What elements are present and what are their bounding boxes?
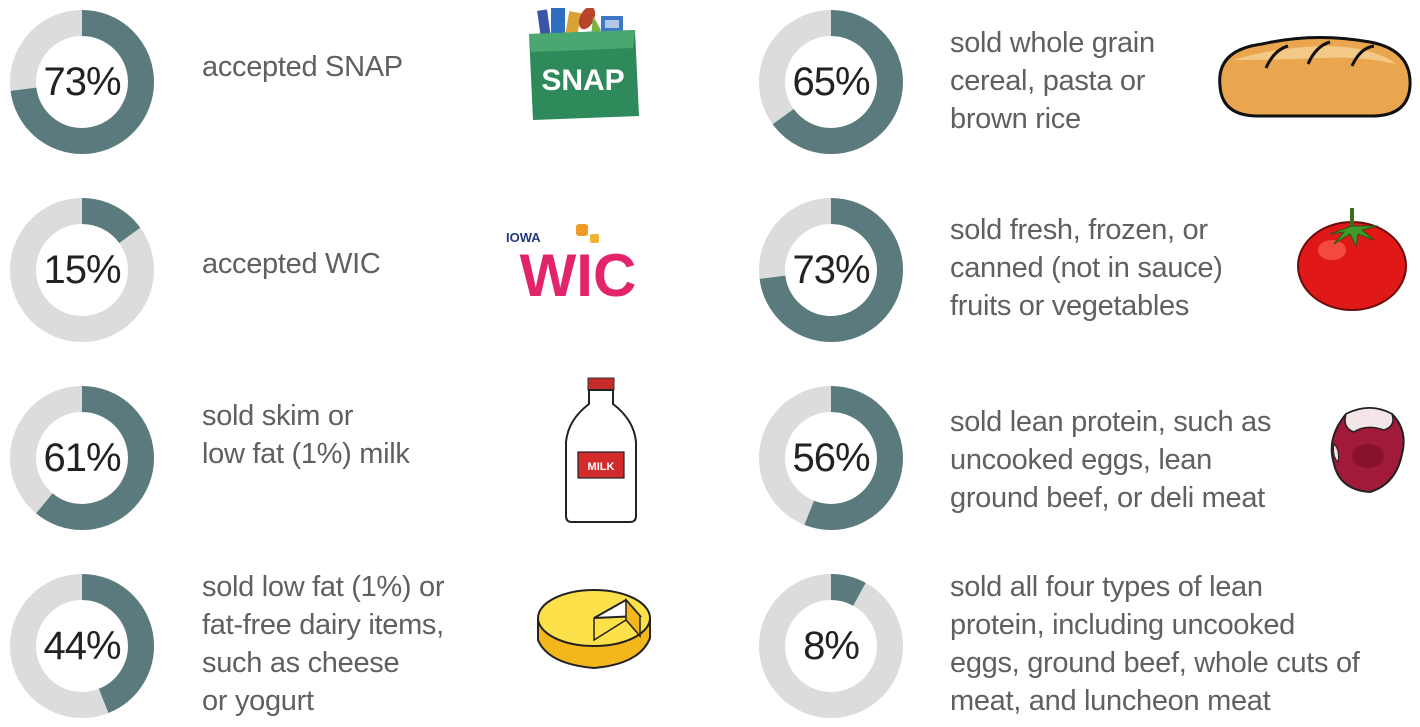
wic-logo-icon: IOWA WIC [500,222,660,309]
donut-value-arc [759,386,903,530]
donut-wic: 15% [9,197,155,343]
bread-icon [1212,30,1416,122]
desc-four-proteins: sold all four types of lean protein, inc… [950,571,1360,717]
percent-label: 61% [43,435,121,480]
donut-value-arc [10,386,154,530]
desc-lean-protein: sold lean protein, such as uncooked eggs… [950,406,1272,514]
donut-svg [759,198,903,342]
donut-dairy: 44% [9,573,155,719]
desc-produce: sold fresh, frozen, or canned (not in sa… [950,214,1223,322]
percent-label: 73% [43,59,121,104]
donut-four-proteins: 8% [758,573,904,719]
percent-label: 44% [43,623,121,668]
percent-label: 15% [43,247,121,292]
donut-produce: 73% [758,197,904,343]
donut-svg [10,574,154,718]
donut-svg [10,10,154,154]
desc-dairy: sold low fat (1%) or fat-free dairy item… [202,571,445,717]
donut-value-arc [759,10,903,154]
desc-snap: accepted SNAP [202,51,403,83]
milk-bottle-icon: MILK [560,376,642,526]
donut-value-arc [10,10,154,154]
donut-milk: 61% [9,385,155,531]
desc-milk: sold skim or low fat (1%) milk [202,400,410,470]
tomato-icon [1294,204,1410,314]
donut-value-arc [759,574,903,718]
donut-svg [759,386,903,530]
desc-wic: accepted WIC [202,248,381,280]
percent-label: 8% [803,623,860,668]
donut-svg [759,10,903,154]
steak-icon [1326,404,1412,496]
donut-svg [10,198,154,342]
snap-logo-text: SNAP [541,64,624,97]
wic-logo-state: IOWA [506,230,541,245]
donut-svg [10,386,154,530]
wic-logo-text: WIC [520,242,637,304]
desc-whole-grain: sold whole grain cereal, pasta or brown … [950,27,1155,135]
donut-lean-protein: 56% [758,385,904,531]
donut-value-arc [10,574,154,718]
donut-svg [759,574,903,718]
donut-snap: 73% [9,9,155,155]
milk-label: MILK [588,461,615,473]
snap-logo-icon: SNAP [525,6,643,120]
donut-value-arc [10,198,154,342]
percent-label: 56% [792,435,870,480]
percent-label: 73% [792,247,870,292]
donut-whole-grain: 65% [758,9,904,155]
donut-value-arc [759,198,903,342]
percent-label: 65% [792,59,870,104]
cheese-icon [528,580,660,678]
